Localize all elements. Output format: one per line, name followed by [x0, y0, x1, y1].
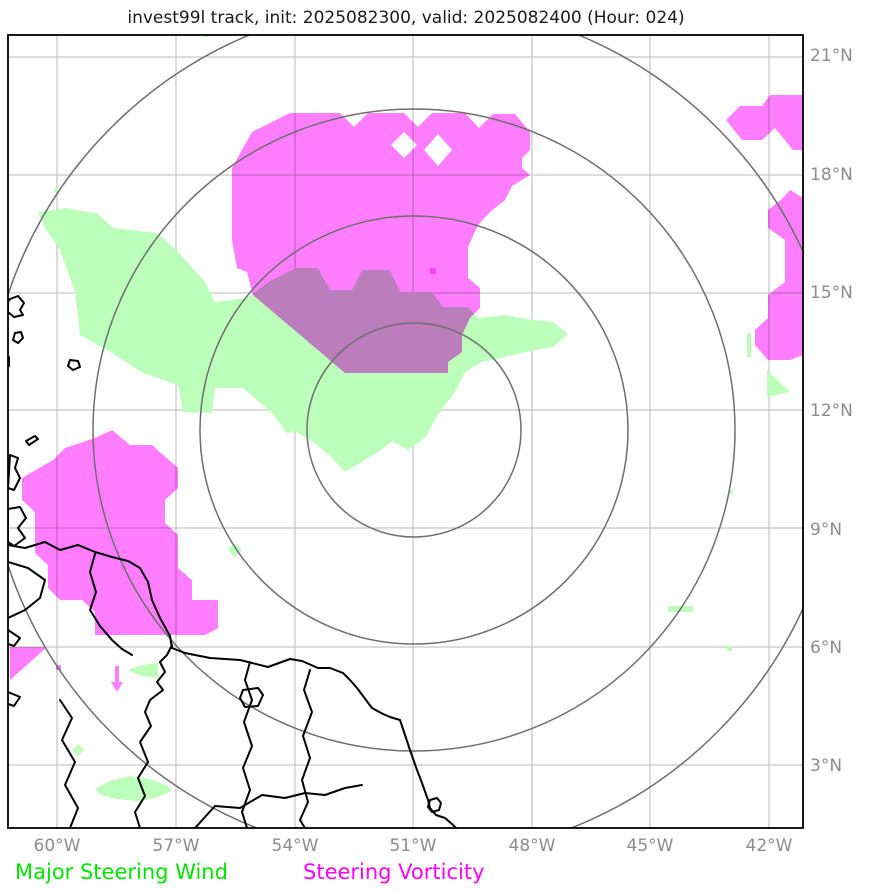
lon-tick-label: 42°W [746, 836, 793, 856]
lat-tick-label: 21°N [810, 46, 853, 66]
plot-title: invest99l track, init: 2025082300, valid… [127, 8, 684, 28]
range-ring [92, 108, 736, 752]
coastline [12, 331, 24, 344]
legend-steering-vorticity-label: Steering Vorticity [303, 860, 485, 884]
lon-tick-label: 51°W [390, 836, 437, 856]
coastline [8, 295, 25, 318]
coastline [299, 669, 313, 828]
coastline [67, 359, 81, 371]
lon-tick-label: 45°W [627, 836, 674, 856]
coastline [8, 541, 457, 828]
lat-tick-label: 9°N [810, 520, 842, 540]
coastline [194, 784, 363, 828]
lon-tick-label: 57°W [153, 836, 200, 856]
coastline [59, 699, 79, 828]
steering-wind-contour [38, 208, 568, 472]
coastline [427, 797, 442, 813]
lon-axis-labels: 60°W 57°W 54°W 51°W 48°W 45°W 42°W [34, 836, 793, 856]
range-ring [306, 322, 522, 538]
steering-vorticity-contour [22, 430, 218, 635]
lat-tick-label: 3°N [810, 756, 842, 776]
map-frame [7, 34, 804, 829]
coastline [89, 553, 133, 656]
steering-vorticity-contour [232, 113, 530, 373]
steering-wind-contour [95, 776, 172, 801]
coastline [8, 454, 21, 491]
coastline [8, 629, 21, 647]
coastline [8, 561, 46, 619]
lon-tick-label: 48°W [509, 836, 556, 856]
coastline [134, 644, 173, 828]
steering-wind-contour [727, 646, 732, 651]
steering-vorticity-contour [10, 647, 47, 680]
steering-vorticity-contour [755, 190, 803, 360]
coastline [8, 691, 21, 707]
range-ring [199, 215, 629, 645]
lon-tick-label: 60°W [34, 836, 81, 856]
steering-wind-contour [72, 744, 84, 756]
coastline [25, 435, 39, 446]
legend: Major Steering Wind Steering Vorticity [15, 860, 485, 884]
steering-wind-contour [729, 490, 733, 494]
steering-wind-contour [128, 663, 158, 678]
steering-vorticity-contour [430, 268, 436, 274]
coastline [239, 687, 264, 708]
lat-tick-label: 18°N [810, 165, 853, 185]
steering-vorticity-contour [111, 666, 123, 692]
steering-vorticity-contour [726, 95, 803, 150]
legend-steering-wind-label: Major Steering Wind [15, 860, 228, 884]
steering-wind-contour [54, 188, 58, 192]
steering-wind-contour [767, 370, 790, 397]
lat-tick-label: 6°N [810, 638, 842, 658]
lat-tick-label: 12°N [810, 401, 853, 421]
map-layers [7, 34, 804, 829]
steering-wind-contour [747, 333, 751, 357]
lat-tick-label: 15°N [810, 283, 853, 303]
lat-axis-labels: 21°N 18°N 15°N 12°N 9°N 6°N 3°N [810, 46, 853, 776]
coastline [8, 506, 27, 547]
lon-tick-label: 54°W [272, 836, 319, 856]
